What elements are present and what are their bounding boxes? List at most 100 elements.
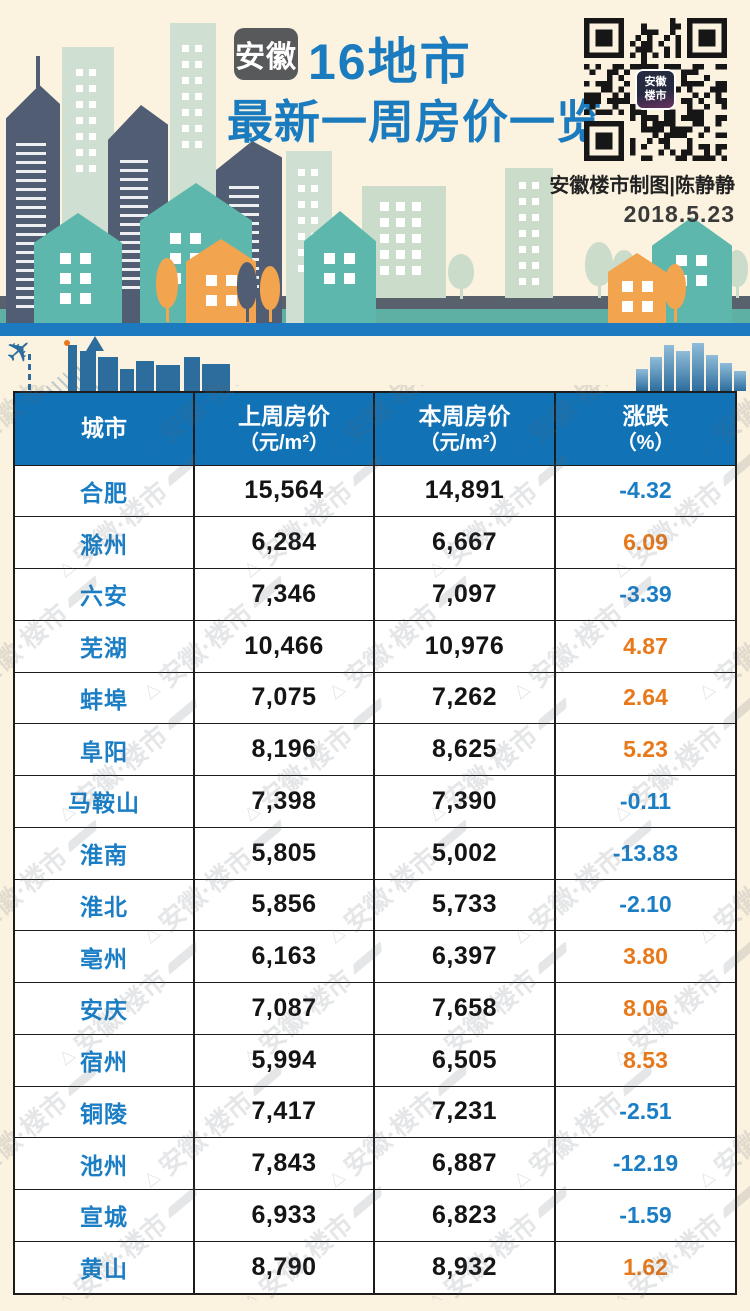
silhouette-building: [184, 357, 200, 391]
tree: [260, 266, 280, 322]
price-change: -0.11: [619, 787, 672, 814]
silhouette-building: [202, 364, 230, 391]
contrail: [28, 354, 31, 390]
column-unit: （元/m²）: [419, 432, 510, 455]
last-week-price: 7,346: [195, 569, 375, 620]
qr-center-logo: 安徽 楼市: [635, 69, 676, 110]
this-week-price: 6,505: [375, 1034, 556, 1086]
city-name: 合肥: [15, 465, 195, 517]
price-change: 3.80: [623, 943, 668, 970]
last-week-price: 6,933: [195, 1190, 375, 1241]
last-week-price: 15,564: [195, 465, 375, 517]
city-name: 阜阳: [15, 724, 195, 775]
table-row: 池州 7,843 6,887 -12.19: [15, 1137, 735, 1189]
table-row: 阜阳 8,196 8,625 5.23: [15, 723, 735, 775]
price-change: -4.32: [619, 477, 672, 504]
city-name: 亳州: [15, 931, 195, 982]
city-name: 芜湖: [15, 620, 195, 672]
qr-logo-text: 楼市: [644, 89, 667, 102]
tree: [237, 262, 257, 322]
silhouette-building: [156, 365, 180, 391]
city-silhouette-right: [636, 340, 750, 391]
city-name: 铜陵: [15, 1086, 195, 1138]
last-week-price: 7,075: [195, 672, 375, 724]
last-week-price: 5,994: [195, 1034, 375, 1086]
this-week-price: 6,823: [375, 1190, 556, 1241]
this-week-price: 5,002: [375, 827, 556, 879]
price-change: 1.62: [623, 1253, 668, 1280]
page-title-line2: 最新一周房价一览: [227, 96, 603, 148]
last-week-price: 7,843: [195, 1138, 375, 1189]
qr-code: 安徽 楼市: [584, 18, 727, 161]
table-row: 淮北 5,856 5,733 -2.10: [15, 878, 735, 931]
this-week-price: 5,733: [375, 879, 556, 931]
this-week-price: 8,625: [375, 724, 556, 775]
table-header: 城市 上周房价 （元/m²） 本周房价 （元/m²） 涨跌 （%）: [15, 393, 735, 465]
this-week-price: 8,932: [375, 1241, 556, 1293]
last-week-price: 6,284: [195, 517, 375, 568]
silhouette-building: [692, 343, 704, 391]
price-change: -12.19: [612, 1150, 679, 1177]
city-name: 马鞍山: [15, 776, 195, 827]
silhouette-building: [636, 369, 648, 391]
city-name: 黄山: [15, 1241, 195, 1293]
table-row: 亳州 6,163 6,397 3.80: [15, 930, 735, 982]
statue-of-liberty-silhouette: [64, 340, 77, 391]
building-spire: [86, 336, 104, 351]
skyline-illustration: 安徽 16地市 最新一周房价一览 安徽楼市制图|陈静静 2018.5.23 安徽…: [0, 0, 750, 336]
city-name: 淮南: [15, 827, 195, 879]
table-row: 宣城 6,933 6,823 -1.59: [15, 1189, 735, 1241]
city-name: 宣城: [15, 1190, 195, 1241]
price-change: -2.51: [619, 1098, 672, 1125]
qr-pattern: [584, 18, 727, 161]
qr-logo-text: 安徽: [644, 76, 667, 89]
price-change: 5.23: [623, 736, 668, 763]
tree: [156, 258, 178, 322]
silhouette-building: [650, 357, 662, 391]
price-change: 2.64: [623, 684, 668, 711]
building: [505, 168, 553, 298]
table-row: 淮南 5,805 5,002 -13.83: [15, 826, 735, 879]
column-header-this-week: 本周房价 （元/m²）: [375, 393, 556, 465]
column-header-last-week: 上周房价 （元/m²）: [195, 393, 375, 465]
building: [362, 186, 446, 298]
table-row: 宿州 5,994 6,505 8.53: [15, 1033, 735, 1086]
antenna: [36, 56, 40, 88]
city-name: 滁州: [15, 517, 195, 568]
last-week-price: 8,790: [195, 1241, 375, 1293]
page-title-line1: 16地市: [308, 34, 472, 90]
credit-byline: 安徽楼市制图|陈静静: [549, 175, 735, 197]
city-name: 池州: [15, 1138, 195, 1189]
table-row: 合肥 15,564 14,891 -4.32: [15, 464, 735, 517]
city-name: 安庆: [15, 983, 195, 1034]
last-week-price: 10,466: [195, 620, 375, 672]
this-week-price: 7,262: [375, 672, 556, 724]
price-change: 8.06: [623, 994, 668, 1021]
city-name: 六安: [15, 569, 195, 620]
price-change: 4.87: [623, 632, 668, 659]
province-badge: 安徽: [234, 28, 298, 80]
column-label: 涨跌: [622, 403, 669, 430]
column-label: 城市: [81, 415, 127, 442]
city-name: 蚌埠: [15, 672, 195, 724]
price-change: 8.53: [623, 1046, 668, 1073]
last-week-price: 8,196: [195, 724, 375, 775]
table-row: 马鞍山 7,398 7,390 -0.11: [15, 775, 735, 827]
last-week-price: 6,163: [195, 931, 375, 982]
table-row: 滁州 6,284 6,667 6.09: [15, 516, 735, 568]
column-unit: （元/m²）: [239, 432, 329, 455]
table-body: 合肥 15,564 14,891 -4.32 滁州 6,284 6,667 6.09 六安 7,3…: [15, 464, 735, 1293]
last-week-price: 7,417: [195, 1086, 375, 1138]
silhouette-building: [136, 361, 154, 391]
this-week-price: 14,891: [375, 465, 556, 517]
city-name: 淮北: [15, 879, 195, 931]
city-name: 宿州: [15, 1034, 195, 1086]
column-unit: （%）: [616, 432, 675, 455]
silhouette-building: [98, 357, 118, 391]
this-week-price: 6,667: [375, 517, 556, 568]
silhouette-building: [734, 371, 746, 391]
silhouette-building: [664, 345, 674, 391]
this-week-price: 7,390: [375, 776, 556, 827]
this-week-price: 6,397: [375, 931, 556, 982]
